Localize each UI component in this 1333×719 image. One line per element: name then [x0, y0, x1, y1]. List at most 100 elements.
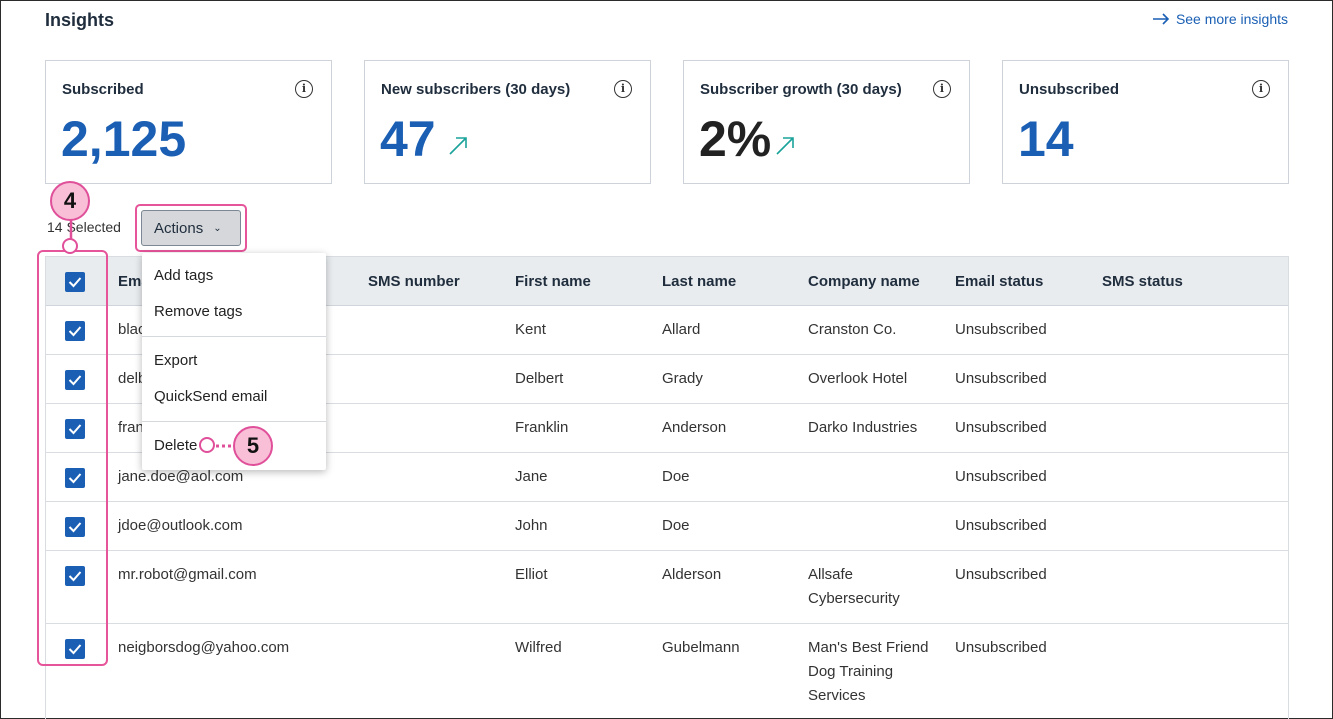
- checkbox-column-highlight: [37, 250, 108, 666]
- email-status-cell: Unsubscribed: [955, 517, 1047, 534]
- actions-button[interactable]: Actions ⌄: [141, 210, 241, 246]
- email-cell: jdoe@outlook.com: [118, 517, 243, 534]
- card-unsubscribed: Unsubscribed i 14: [1002, 60, 1289, 184]
- info-icon[interactable]: i: [933, 80, 951, 98]
- company-cell: Darko Industries: [808, 419, 918, 436]
- row-checkbox[interactable]: [65, 566, 85, 586]
- email-status-cell: Unsubscribed: [955, 468, 1047, 485]
- company-cell: Overlook Hotel: [808, 370, 908, 387]
- menu-item-quicksend-email[interactable]: QuickSend email: [154, 388, 268, 405]
- page-title: Insights: [45, 10, 115, 30]
- last-name-cell: Allard: [662, 321, 701, 338]
- email-status-cell: Unsubscribed: [955, 566, 1047, 583]
- check-icon: [68, 522, 82, 533]
- last-name-cell: Alderson: [662, 566, 722, 583]
- card-label: New subscribers (30 days): [381, 81, 571, 98]
- info-icon[interactable]: i: [295, 80, 313, 98]
- column-header-first-name[interactable]: First name: [515, 273, 591, 290]
- table-row[interactable]: neigborsdog@yahoo.com Wilfred Gubelmann …: [46, 624, 1288, 719]
- table-row[interactable]: delb Delbert Grady Overlook Hotel Unsubs…: [46, 355, 1288, 404]
- actions-highlight: [135, 204, 247, 252]
- see-more-label: See more insights: [1175, 11, 1288, 27]
- info-icon[interactable]: i: [614, 80, 632, 98]
- last-name-cell: Anderson: [662, 419, 727, 436]
- card-value: 47: [380, 111, 436, 167]
- row-checkbox[interactable]: [65, 370, 85, 390]
- row-checkbox[interactable]: [65, 419, 85, 439]
- check-icon: [68, 644, 82, 655]
- email-cell: neigborsdog@yahoo.com: [118, 639, 290, 656]
- column-header-email-status[interactable]: Email status: [955, 273, 1044, 290]
- company-cell: Man's Best Friend Dog Training Services: [808, 639, 929, 704]
- row-checkbox[interactable]: [65, 639, 85, 659]
- info-icon[interactable]: i: [1252, 80, 1270, 98]
- see-more-insights-link[interactable]: See more insights: [1152, 11, 1288, 27]
- check-icon: [68, 571, 82, 582]
- card-value: 2,125: [61, 111, 187, 167]
- card-value: 2%: [699, 111, 772, 167]
- card-label: Subscribed: [62, 81, 144, 98]
- last-name-cell: Doe: [662, 468, 690, 485]
- first-name-cell: Jane: [515, 468, 548, 485]
- company-cell: Allsafe Cybersecurity: [808, 566, 900, 607]
- email-cell: delb: [118, 370, 147, 387]
- card-subscribed: Subscribed i 2,125: [45, 60, 332, 184]
- company-cell: Cranston Co.: [808, 321, 897, 338]
- column-header-company-name[interactable]: Company name: [808, 273, 920, 290]
- first-name-cell: Delbert: [515, 370, 564, 387]
- first-name-cell: Elliot: [515, 566, 548, 583]
- menu-item-remove-tags[interactable]: Remove tags: [154, 303, 243, 320]
- table-row[interactable]: jane.doe@aol.com Jane Doe Unsubscribed: [46, 453, 1288, 502]
- email-cell: mr.robot@gmail.com: [118, 566, 257, 583]
- table-row[interactable]: frank Franklin Anderson Darko Industries…: [46, 404, 1288, 453]
- menu-item-add-tags[interactable]: Add tags: [154, 267, 214, 284]
- card-new-subscribers: New subscribers (30 days) i 47: [364, 60, 651, 184]
- callout-dot: [199, 437, 215, 453]
- table-row[interactable]: jdoe@outlook.com John Doe Unsubscribed: [46, 502, 1288, 551]
- step-badge-4: 4: [50, 181, 90, 221]
- menu-divider: [142, 336, 326, 337]
- last-name-cell: Doe: [662, 517, 690, 534]
- actions-label: Actions: [154, 219, 204, 237]
- check-icon: [68, 375, 82, 386]
- last-name-cell: Gubelmann: [662, 639, 740, 656]
- selected-count: 14 Selected: [47, 219, 121, 235]
- select-all-checkbox[interactable]: [65, 272, 85, 292]
- email-cell: jane.doe@aol.com: [118, 468, 244, 485]
- card-value: 14: [1018, 111, 1074, 167]
- check-icon: [68, 277, 82, 288]
- chevron-down-icon: ⌄: [213, 222, 222, 234]
- card-label: Subscriber growth (30 days): [700, 81, 902, 98]
- actions-dropdown-menu: Add tags Remove tags Export QuickSend em…: [142, 253, 326, 470]
- arrow-right-icon: [1152, 13, 1170, 25]
- first-name-cell: John: [515, 517, 548, 534]
- table-row[interactable]: black Kent Allard Cranston Co. Unsubscri…: [46, 306, 1288, 355]
- first-name-cell: Franklin: [515, 419, 569, 436]
- row-checkbox[interactable]: [65, 321, 85, 341]
- card-label: Unsubscribed: [1019, 81, 1120, 98]
- callout-dot: [62, 238, 78, 254]
- menu-item-export[interactable]: Export: [154, 352, 198, 369]
- email-status-cell: Unsubscribed: [955, 370, 1047, 387]
- table-row[interactable]: mr.robot@gmail.com Elliot Alderson Allsa…: [46, 551, 1288, 624]
- email-status-cell: Unsubscribed: [955, 639, 1047, 656]
- check-icon: [68, 326, 82, 337]
- check-icon: [68, 473, 82, 484]
- first-name-cell: Wilfred: [515, 639, 562, 656]
- last-name-cell: Grady: [662, 370, 703, 387]
- column-header-last-name[interactable]: Last name: [662, 273, 737, 290]
- step-badge-5: 5: [233, 426, 273, 466]
- column-header-sms-number[interactable]: SMS number: [368, 273, 460, 290]
- card-subscriber-growth: Subscriber growth (30 days) i 2%: [683, 60, 970, 184]
- row-checkbox[interactable]: [65, 468, 85, 488]
- email-status-cell: Unsubscribed: [955, 321, 1047, 338]
- trend-up-icon: [776, 137, 794, 155]
- row-checkbox[interactable]: [65, 517, 85, 537]
- trend-up-icon: [449, 137, 467, 155]
- first-name-cell: Kent: [515, 321, 546, 338]
- check-icon: [68, 424, 82, 435]
- email-status-cell: Unsubscribed: [955, 419, 1047, 436]
- callout-connector: [69, 219, 73, 241]
- menu-item-delete[interactable]: Delete: [154, 437, 198, 454]
- column-header-sms-status[interactable]: SMS status: [1102, 273, 1183, 290]
